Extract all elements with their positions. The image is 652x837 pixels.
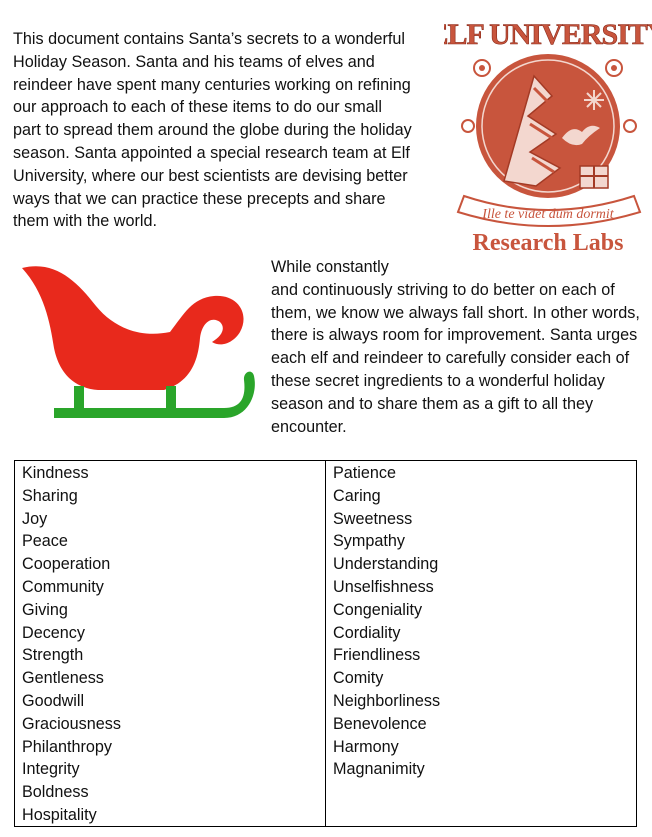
sleigh-icon bbox=[22, 266, 255, 418]
ingredient-item: Comity bbox=[333, 669, 384, 688]
secondary-paragraph-lead: While constantly bbox=[271, 258, 389, 276]
ingredient-item: Hospitality bbox=[22, 805, 97, 824]
ingredient-item: Magnanimity bbox=[333, 760, 425, 779]
ingredient-item: Graciousness bbox=[22, 714, 121, 733]
motto-ribbon bbox=[456, 194, 642, 227]
ingredient-item: Sweetness bbox=[333, 509, 413, 528]
ingredient-item: Caring bbox=[333, 486, 381, 505]
secondary-paragraph: While constantly and continuously strivi… bbox=[271, 256, 646, 438]
ingredients-table: Kindness Sharing Joy Peace Cooperation C… bbox=[14, 460, 637, 827]
ingredients-column-left: Kindness Sharing Joy Peace Cooperation C… bbox=[15, 461, 326, 826]
ingredient-item: Goodwill bbox=[22, 691, 85, 710]
ingredients-column-right: Patience Caring Sweetness Sympathy Under… bbox=[326, 461, 636, 826]
logo-motto: Ille te videt dum dormit bbox=[481, 207, 615, 222]
ingredient-item: Cooperation bbox=[22, 555, 111, 574]
ingredient-item: Peace bbox=[22, 532, 68, 551]
ingredient-item: Decency bbox=[22, 623, 85, 642]
snowflake-icon bbox=[584, 90, 604, 110]
ingredient-item: Strength bbox=[22, 646, 84, 665]
ingredient-item: Patience bbox=[333, 464, 396, 482]
ingredient-item: Integrity bbox=[22, 760, 80, 779]
ingredient-item: Cordiality bbox=[333, 623, 401, 642]
elf-university-logo: ELF UNIVERSITY Ille te videt dum dormit … bbox=[444, 18, 652, 256]
ingredient-item: Sympathy bbox=[333, 532, 405, 551]
ingredient-item: Community bbox=[22, 577, 104, 596]
ingredient-item: Giving bbox=[22, 600, 68, 619]
ingredient-item: Harmony bbox=[333, 737, 399, 756]
ingredient-item: Sharing bbox=[22, 486, 78, 505]
logo-title: ELF UNIVERSITY bbox=[444, 18, 652, 51]
ingredient-item: Boldness bbox=[22, 783, 89, 802]
ingredient-item: Congeniality bbox=[333, 600, 423, 619]
ingredient-item: Kindness bbox=[22, 464, 89, 482]
secondary-paragraph-body: and continuously striving to do better o… bbox=[271, 280, 640, 436]
intro-paragraph: This document contains Santa’s secrets t… bbox=[13, 30, 412, 231]
ingredient-item: Philanthropy bbox=[22, 737, 112, 756]
ingredient-item: Neighborliness bbox=[333, 691, 441, 710]
ingredient-item: Unselfishness bbox=[333, 577, 434, 596]
gift-icon bbox=[579, 165, 609, 189]
dove-icon bbox=[562, 125, 600, 146]
tree-shape bbox=[503, 74, 562, 187]
ingredient-item: Joy bbox=[22, 509, 48, 528]
ingredient-item: Friendliness bbox=[333, 646, 421, 665]
sleigh-runners bbox=[54, 371, 255, 418]
sleigh-body bbox=[22, 266, 244, 390]
ingredient-item: Gentleness bbox=[22, 669, 104, 688]
ingredient-item: Benevolence bbox=[333, 714, 427, 733]
logo-subtitle: Research Labs bbox=[473, 230, 624, 256]
ingredient-item: Understanding bbox=[333, 555, 439, 574]
